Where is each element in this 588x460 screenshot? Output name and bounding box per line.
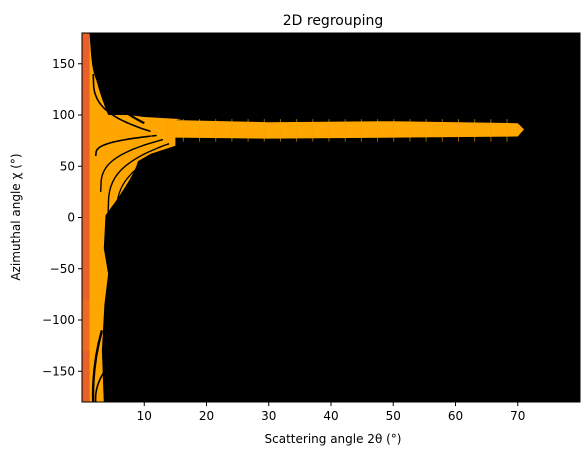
- x-tick-label: 20: [199, 409, 214, 423]
- chart-title: 2D regrouping: [283, 13, 384, 29]
- heatmap-plot-area: [82, 33, 580, 402]
- x-axis-label: Scattering angle 2θ (°): [265, 432, 402, 446]
- heatmap-lower-gap-arc-2: [94, 370, 106, 402]
- heatmap-band-pixel-seam: [247, 119, 249, 142]
- heatmap-gap-arc-6: [115, 147, 176, 223]
- x-tick-label: 50: [386, 409, 401, 423]
- heatmap-edge-hotspot: [82, 299, 91, 351]
- heatmap-band-pixel-seam: [328, 119, 330, 142]
- heatmap-lower-gap-arc-1: [91, 329, 104, 402]
- heatmap-gap-arc-5: [107, 143, 170, 213]
- y-tick-label: −150: [42, 364, 75, 378]
- heatmap-gap-arc-1: [90, 38, 145, 125]
- heatmap-coverage-region: [89, 33, 524, 402]
- heatmap-band-pixel-seam: [150, 119, 152, 142]
- x-axis-ticks: 10 20 30 40 50 60 70: [137, 402, 525, 423]
- heatmap-band-pixel-seam: [215, 119, 217, 142]
- heatmap-band-pixel-seam: [506, 119, 508, 142]
- heatmap-background: [82, 33, 580, 402]
- heatmap-band-pixel-seam: [377, 119, 379, 142]
- y-tick-label: 150: [52, 57, 75, 71]
- heatmap-band-pixel-seam: [312, 119, 314, 142]
- heatmap-band-pixel-seam: [425, 119, 427, 142]
- x-tick-label: 10: [137, 409, 152, 423]
- y-tick-label: −100: [42, 313, 75, 327]
- heatmap-band-pixel-seam: [457, 119, 459, 142]
- y-tick-label: 50: [60, 159, 75, 173]
- y-tick-label: 0: [67, 211, 75, 225]
- heatmap-band-pixel-seam: [166, 119, 168, 142]
- y-tick-label: 100: [52, 108, 75, 122]
- heatmap-band-pixel-seam: [199, 119, 201, 142]
- heatmap-band-pixel-seam: [441, 119, 443, 142]
- plot-frame: [81, 32, 581, 403]
- y-axis-ticks: −150 −100 −50 0 50 100 150: [42, 57, 82, 378]
- heatmap-band-pixel-seam: [474, 119, 476, 142]
- heatmap-band-pixel-seam: [182, 119, 184, 142]
- heatmap-band-pixel-seam: [344, 119, 346, 142]
- x-tick-label: 30: [261, 409, 276, 423]
- x-tick-label: 40: [323, 409, 338, 423]
- heatmap-band-pixel-seam: [393, 119, 395, 142]
- heatmap-gap-arc-2: [92, 73, 151, 133]
- heatmap-gap-arc-3: [94, 134, 157, 157]
- heatmap-band-pixel-seam: [360, 119, 362, 142]
- heatmap-band-pixel-seam: [409, 119, 411, 142]
- x-tick-label: 60: [448, 409, 463, 423]
- heatmap-band-pixel-seam: [279, 119, 281, 142]
- heatmap-band-pixel-seam: [231, 119, 233, 142]
- heatmap-band-pixel-seam: [296, 119, 298, 142]
- y-axis-label: Azimuthal angle χ (°): [9, 153, 23, 280]
- x-tick-label: 70: [510, 409, 525, 423]
- heatmap-edge-strip: [82, 33, 90, 402]
- heatmap-gap-arc-4: [100, 138, 164, 192]
- y-tick-label: −50: [50, 262, 75, 276]
- heatmap-band-pixel-seam: [263, 119, 265, 142]
- heatmap-band-pixel-seam: [490, 119, 492, 142]
